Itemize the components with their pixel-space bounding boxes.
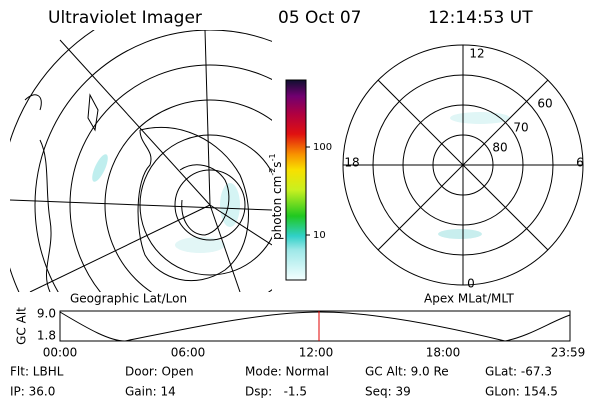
title: Ultraviolet Imager: [48, 8, 202, 28]
status-field: GC Alt: 9.0 Re: [365, 365, 449, 379]
date: 05 Oct 07: [278, 8, 361, 28]
colorbar-tick: 10: [313, 230, 326, 241]
hour-label: 18: [344, 156, 359, 170]
geo-map: [10, 30, 272, 292]
altitude-curve: [59, 311, 571, 342]
footer: Flt: LBHL Door: Open Mode: Normal GC Alt: 9…: [10, 365, 558, 399]
x-tick-label: 18:00: [426, 346, 461, 360]
hour-label: 12: [469, 47, 484, 61]
status-field: Seq: 39: [365, 385, 411, 399]
status-field: Mode: Normal: [245, 365, 329, 379]
hour-label: 0: [467, 277, 475, 291]
timeline: [59, 310, 571, 342]
status-field: IP: 36.0: [10, 385, 55, 399]
status-field: Door: Open: [125, 365, 194, 379]
lat-label: 70: [513, 121, 528, 135]
status-field: Gain: 14: [125, 385, 176, 399]
status-field: GLat: -67.3: [485, 365, 552, 379]
colorbar-tick: 100: [313, 142, 332, 153]
hour-label: 6: [576, 156, 584, 170]
x-tick-label: 06:00: [171, 346, 206, 360]
y-tick-label: 1.8: [37, 329, 56, 343]
status-field: GLon: 154.5: [485, 385, 558, 399]
lat-label: 60: [537, 97, 552, 111]
status-field: Dsp: -1.5: [245, 385, 307, 399]
timeline-label: GC Alt: [15, 307, 29, 345]
map-label: Geographic Lat/Lon: [70, 292, 187, 306]
lat-label: 80: [492, 141, 507, 155]
time: 12:14:53 UT: [428, 8, 533, 28]
x-tick-label: 00:00: [43, 346, 78, 360]
x-tick-label: 12:00: [299, 346, 334, 360]
colorbar: [285, 79, 307, 281]
y-tick-label: 9.0: [37, 307, 56, 321]
polar-plot: [342, 44, 584, 286]
x-tick-label: 23:59: [551, 346, 586, 360]
polar-label: Apex MLat/MLT: [424, 292, 514, 306]
status-field: Flt: LBHL: [10, 365, 64, 379]
colorbar-unit: photon cm-2s-1: [268, 153, 284, 240]
